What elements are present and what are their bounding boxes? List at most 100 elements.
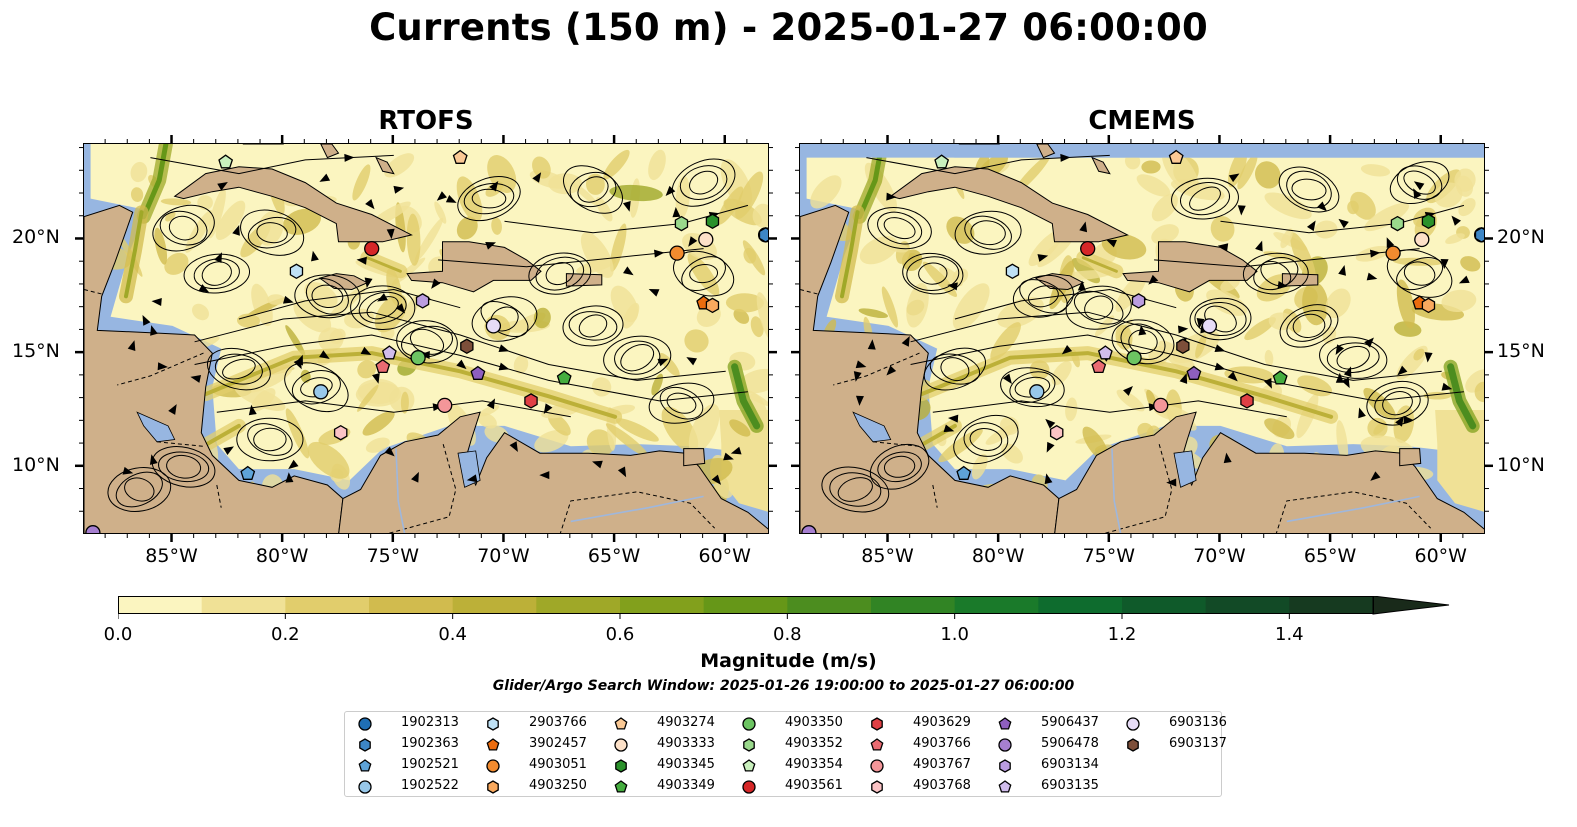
streamline-eddy [115, 471, 163, 508]
float-marker-4903767[interactable] [1153, 397, 1169, 414]
magnitude-patch [952, 283, 990, 330]
legend-label: 6903137 [1169, 736, 1227, 751]
float-marker-1902363[interactable] [1474, 227, 1486, 243]
colorbar-segment [871, 596, 956, 614]
streamline-eddy [620, 344, 655, 372]
float-marker-5906437[interactable] [470, 365, 486, 380]
magnitude-patch [456, 176, 483, 222]
float-marker-6903134[interactable] [415, 293, 430, 309]
float-marker-4903333[interactable] [1414, 231, 1430, 248]
magnitude-patch [1460, 256, 1481, 272]
colorbar-tick-label: 0.8 [773, 624, 802, 645]
streamline-arrow [1060, 153, 1071, 162]
map-panel-rtofs[interactable] [83, 143, 769, 534]
streamline-arrow [1077, 280, 1086, 291]
legend-item-1902313: 1902313 [357, 713, 477, 733]
streamline-arrow [356, 256, 367, 265]
streamline-arrow [686, 357, 698, 366]
streamline-eddy [1073, 290, 1124, 325]
float-marker-4903352[interactable] [674, 215, 689, 232]
float-marker-1902363[interactable] [758, 227, 770, 243]
float-marker-4903051[interactable] [669, 245, 685, 261]
float-marker-6903134[interactable] [1131, 293, 1146, 309]
float-marker-4903561[interactable] [364, 240, 380, 257]
float-marker-1902521[interactable] [956, 465, 972, 480]
legend-item-4903767: 4903767 [869, 755, 989, 775]
land-bahamas1 [320, 144, 340, 159]
colorbar-tick-label: 1.4 [1275, 624, 1304, 645]
float-marker-4903629[interactable] [524, 393, 538, 409]
magnitude-patch [251, 283, 273, 327]
country-border [932, 484, 938, 508]
streamline-arrow [1341, 377, 1350, 389]
streamline-arrow [319, 350, 330, 359]
magnitude-patch [729, 419, 751, 437]
float-marker-4903345[interactable] [705, 213, 720, 230]
circle-marker-icon [1126, 717, 1140, 731]
float-marker-4903354[interactable] [218, 154, 234, 169]
streamline-arrow [1166, 478, 1177, 487]
float-marker-6903136[interactable] [1201, 318, 1218, 334]
current-magnitude-field [800, 144, 1484, 533]
float-marker-4903352[interactable] [1390, 215, 1405, 232]
float-marker-6903135[interactable] [1097, 345, 1113, 360]
country-border [872, 441, 920, 447]
magnitude-patch [1441, 289, 1477, 313]
magnitude-patch [738, 368, 768, 394]
streamline-eddy [1396, 257, 1444, 291]
streamline-eddy [877, 211, 923, 245]
legend-label: 3902457 [529, 736, 587, 751]
streamline-arrow [654, 249, 665, 258]
land-southAmerica [338, 411, 768, 533]
current-magnitude-field [84, 144, 768, 533]
float-marker-6903137[interactable] [1176, 338, 1190, 355]
float-marker-4903767[interactable] [437, 397, 453, 414]
float-marker-5906437[interactable] [1186, 365, 1202, 380]
float-marker-4903629[interactable] [1240, 393, 1254, 409]
pentagon-marker-icon [358, 759, 372, 772]
streamline-arrow [377, 293, 388, 302]
float-marker-4903349[interactable] [1272, 370, 1288, 385]
float-marker-4903768[interactable] [1049, 424, 1064, 441]
float-marker-1902522[interactable] [1029, 384, 1045, 400]
float-marker-4903250[interactable] [1421, 297, 1436, 314]
float-marker-4903274[interactable] [452, 149, 468, 164]
streamline-arrow [466, 474, 478, 483]
streamline-eddy [877, 451, 922, 483]
float-marker-6903136[interactable] [485, 318, 502, 334]
float-marker-4903768[interactable] [333, 424, 348, 441]
float-marker-6903135[interactable] [381, 345, 397, 360]
float-marker-4903354[interactable] [934, 154, 950, 169]
float-marker-4903766[interactable] [375, 358, 391, 374]
float-marker-5906478[interactable] [801, 525, 817, 534]
float-marker-4903274[interactable] [1168, 149, 1184, 164]
land-bahamas2 [1091, 156, 1111, 175]
float-marker-4903561[interactable] [1080, 240, 1096, 257]
float-marker-4903350[interactable] [1126, 350, 1142, 366]
float-marker-4903350[interactable] [410, 350, 426, 366]
magnitude-patch [185, 210, 213, 253]
streamline-arrow [730, 446, 742, 455]
magnitude-patch [1474, 381, 1484, 403]
streamline-arrow [665, 185, 676, 196]
float-marker-6903137[interactable] [460, 338, 474, 355]
float-marker-4903766[interactable] [1091, 358, 1107, 374]
current-jet-core [1447, 363, 1477, 430]
map-panel-cmems[interactable] [799, 143, 1485, 534]
float-marker-4903333[interactable] [698, 231, 714, 248]
float-marker-4903051[interactable] [1385, 245, 1401, 261]
legend-item-4903352: 4903352 [741, 734, 861, 754]
streamline-arrow [1395, 416, 1404, 427]
float-marker-2903766[interactable] [1005, 263, 1020, 280]
float-marker-4903250[interactable] [705, 297, 720, 314]
float-marker-1902522[interactable] [313, 384, 329, 400]
magnitude-patch [1364, 202, 1410, 232]
streamline-arrow [1046, 441, 1055, 453]
magnitude-patch [971, 453, 988, 480]
float-marker-5906478[interactable] [85, 525, 101, 534]
float-marker-4903345[interactable] [1421, 213, 1436, 230]
float-marker-2903766[interactable] [289, 263, 304, 280]
streamline-arrow [360, 346, 372, 356]
float-marker-1902521[interactable] [240, 465, 256, 480]
float-marker-4903349[interactable] [556, 370, 572, 385]
